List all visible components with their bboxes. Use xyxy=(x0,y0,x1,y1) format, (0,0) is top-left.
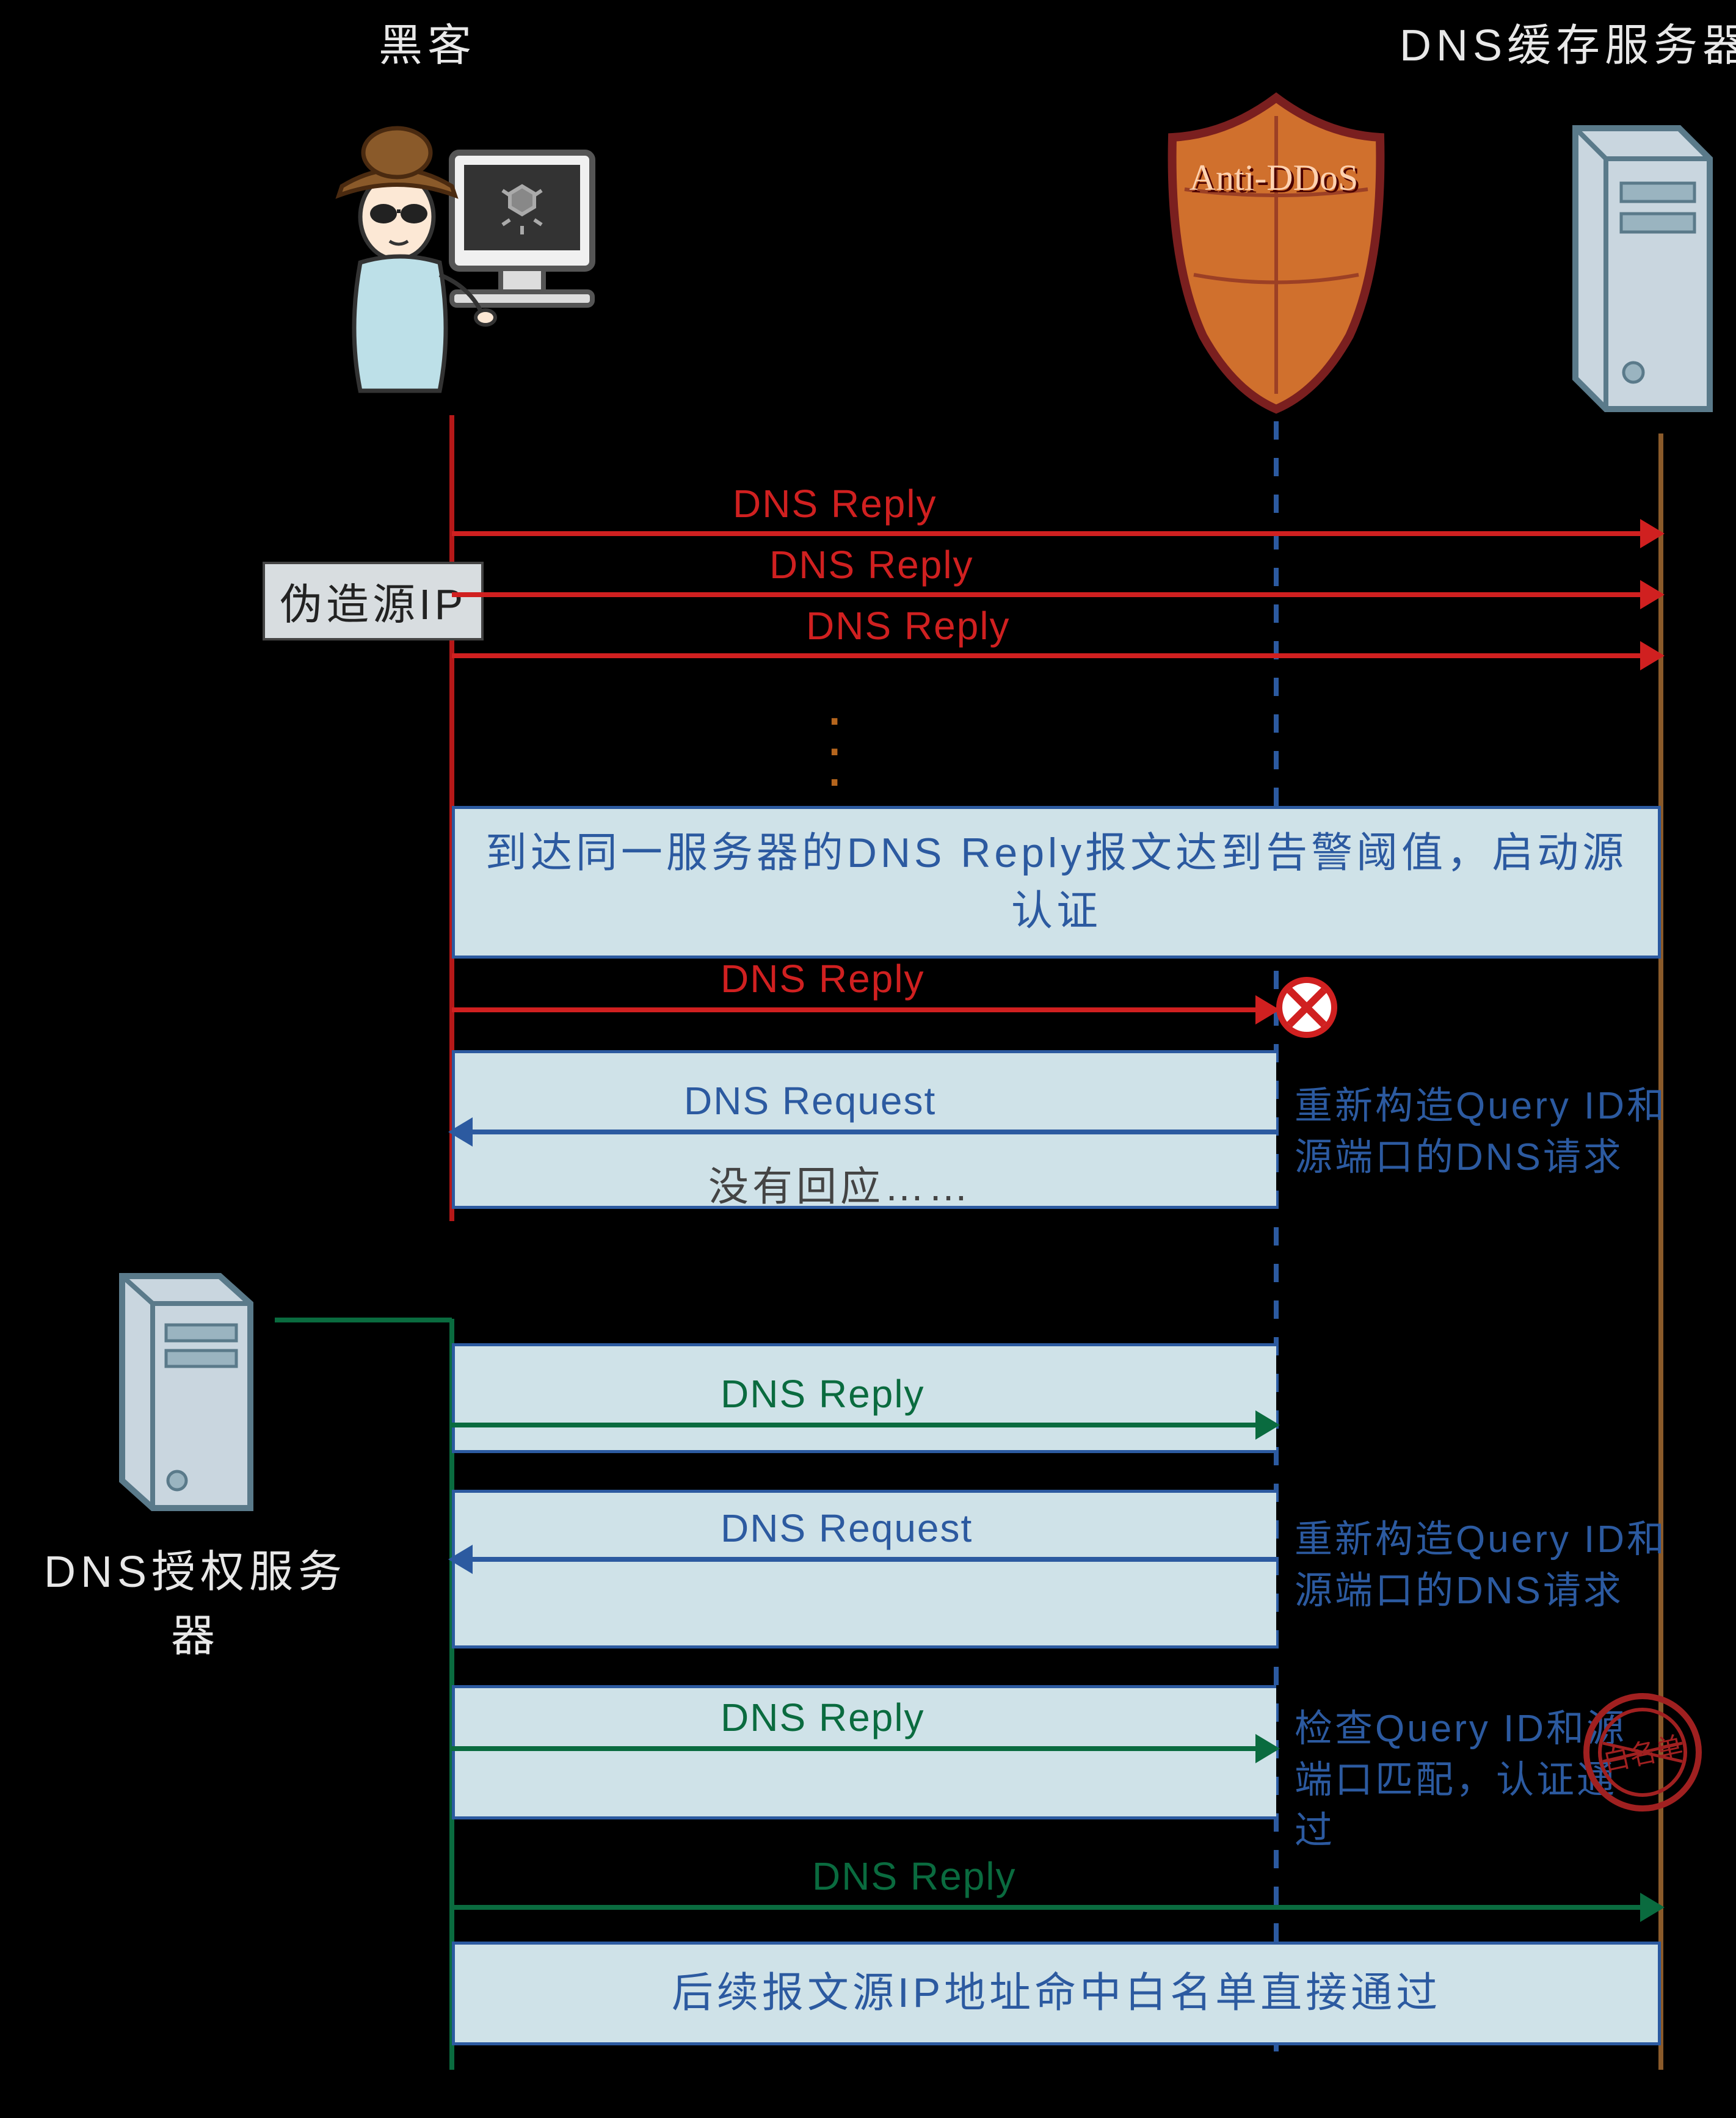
ellipsis-dots: ··· xyxy=(824,702,844,794)
arrow-dns-reply-blocked: DNS Reply xyxy=(452,1007,1276,1012)
shield-text: Anti-DDoS xyxy=(1189,158,1359,198)
auth-server-connector xyxy=(275,1318,452,1322)
cache-server-lifeline xyxy=(1658,433,1663,2070)
arrow-label: DNS Reply xyxy=(812,1854,1017,1899)
hacker-label: 黑客 xyxy=(366,9,488,73)
auth-server-label: DNS授权服务器 xyxy=(37,1536,354,1664)
arrow-dns-reply-auth-1: DNS Reply xyxy=(452,1423,1276,1427)
arrow-label: DNS Request xyxy=(684,1078,936,1123)
hacker-icon xyxy=(269,73,611,415)
arrow-dns-request-1: DNS Request xyxy=(452,1130,1276,1134)
whitelist-note: 后续报文源IP地址命中白名单直接通过 xyxy=(452,1942,1661,2045)
cache-server-label: DNS缓存服务器 xyxy=(1392,9,1736,73)
arrow-label: DNS Reply xyxy=(721,1695,925,1740)
arrow-dns-reply-1: DNS Reply xyxy=(452,531,1661,536)
shield-lifeline xyxy=(1274,421,1279,2070)
reconstruct-note-1: 重新构造Query ID和源端口的DNS请求 xyxy=(1295,1081,1673,1183)
arrow-dns-reply-pass: DNS Reply xyxy=(452,1905,1661,1910)
no-response-text: 没有回应…… xyxy=(708,1154,972,1213)
arrow-dns-request-2: DNS Request xyxy=(452,1557,1276,1562)
arrow-label: DNS Request xyxy=(721,1506,973,1551)
arrow-dns-reply-3: DNS Reply xyxy=(452,653,1661,658)
whitelist-stamp-icon: 白名单 xyxy=(1582,1691,1704,1813)
fake-ip-badge: 伪造源IP xyxy=(263,562,484,640)
arrow-label: DNS Reply xyxy=(806,603,1011,648)
reconstruct-note-2: 重新构造Query ID和源端口的DNS请求 xyxy=(1295,1514,1673,1616)
arrow-label: DNS Reply xyxy=(721,1371,925,1416)
arrow-label: DNS Reply xyxy=(769,542,974,587)
stamp-text: 白名单 xyxy=(1600,1732,1685,1777)
cache-server-icon xyxy=(1551,92,1734,433)
shield-icon: Anti-DDoS Anti-DDoS xyxy=(1142,79,1411,421)
threshold-note: 到达同一服务器的DNS Reply报文达到告警阈值，启动源认证 xyxy=(452,806,1661,959)
auth-server-icon xyxy=(98,1246,281,1532)
arrow-dns-reply-2: DNS Reply xyxy=(452,592,1661,597)
arrow-label: DNS Reply xyxy=(721,956,925,1001)
arrow-label: DNS Reply xyxy=(733,481,937,526)
block-icon xyxy=(1276,977,1337,1038)
arrow-dns-reply-auth-2: DNS Reply xyxy=(452,1746,1276,1751)
